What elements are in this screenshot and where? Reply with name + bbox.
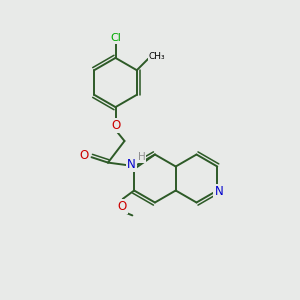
Text: Cl: Cl: [110, 33, 121, 43]
Text: N: N: [214, 184, 223, 198]
Text: CH₃: CH₃: [149, 52, 166, 61]
Text: O: O: [118, 200, 127, 213]
Text: N: N: [127, 158, 136, 172]
Text: H: H: [138, 152, 146, 163]
Text: O: O: [80, 149, 88, 162]
Text: O: O: [111, 118, 120, 132]
